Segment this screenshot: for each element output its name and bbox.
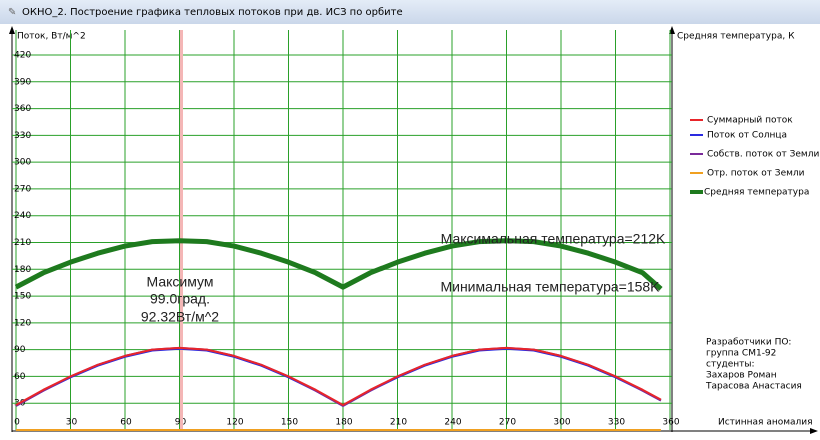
x-tick-label: 300 bbox=[553, 418, 570, 428]
legend-label: Собств. поток от Земли bbox=[707, 150, 819, 160]
annotation: Минимальная температура=158K bbox=[440, 279, 660, 295]
legend-label: Отр. поток от Земли bbox=[707, 169, 805, 179]
credit-line: Захаров Роман bbox=[706, 371, 777, 381]
y-tick-label: 360 bbox=[14, 104, 31, 114]
y-tick-label: 60 bbox=[14, 372, 26, 382]
legend-label: Средняя температура bbox=[704, 188, 809, 198]
annotation: 92.32Вт/м^2 bbox=[141, 309, 219, 325]
x-label: Истинная аномалия bbox=[718, 418, 813, 428]
window-title: ОКНО_2. Построение графика тепловых пото… bbox=[22, 7, 403, 18]
annotation: Максимум bbox=[147, 274, 214, 290]
y-tick-label: 270 bbox=[14, 184, 31, 194]
annotation: 99.0град. bbox=[150, 291, 210, 307]
x-tick-label: 270 bbox=[499, 418, 516, 428]
credit-line: группа СМ1-92 bbox=[706, 349, 776, 359]
y-tick-label: 90 bbox=[14, 345, 26, 355]
credit-line: Тарасова Анастасия bbox=[705, 382, 802, 392]
x-tick-label: 330 bbox=[608, 418, 625, 428]
x-tick-label: 240 bbox=[444, 418, 461, 428]
y2-label: Средняя температура, К bbox=[677, 32, 795, 42]
x-tick-label: 30 bbox=[66, 418, 78, 428]
x-arrow bbox=[810, 428, 818, 434]
x-tick-label: 180 bbox=[335, 418, 352, 428]
x-tick-label: 120 bbox=[226, 418, 243, 428]
x-tick-label: 60 bbox=[120, 418, 132, 428]
y-tick-label: 420 bbox=[14, 51, 31, 61]
y-label: Поток, Вт/м^2 bbox=[17, 32, 86, 42]
credit-line: Разработчики ПО: bbox=[706, 338, 791, 348]
annotation: Максимальная температура=212K bbox=[441, 231, 666, 247]
y-arrow bbox=[9, 26, 15, 34]
x-tick-label: 210 bbox=[390, 418, 407, 428]
icon: ✎ bbox=[8, 7, 16, 18]
legend-label: Суммарный поток bbox=[707, 116, 793, 126]
x-tick-label: 0 bbox=[14, 418, 20, 428]
x-tick-label: 150 bbox=[281, 418, 298, 428]
series-line bbox=[15, 346, 662, 406]
y-tick-label: 240 bbox=[14, 211, 31, 221]
series-line bbox=[14, 238, 663, 291]
legend-label: Поток от Солнца bbox=[707, 131, 787, 141]
y-tick-label: 330 bbox=[14, 131, 31, 141]
y-tick-label: 300 bbox=[14, 158, 31, 168]
y-tick-label: 150 bbox=[14, 292, 31, 302]
x-tick-label: 360 bbox=[662, 418, 679, 428]
y-tick-label: 180 bbox=[14, 265, 31, 275]
y-tick-label: 210 bbox=[14, 238, 31, 248]
y-tick-label: 120 bbox=[14, 318, 31, 328]
y-tick-label: 390 bbox=[14, 77, 31, 87]
credit-line: студенты: bbox=[706, 360, 755, 370]
title-bar bbox=[0, 0, 820, 24]
